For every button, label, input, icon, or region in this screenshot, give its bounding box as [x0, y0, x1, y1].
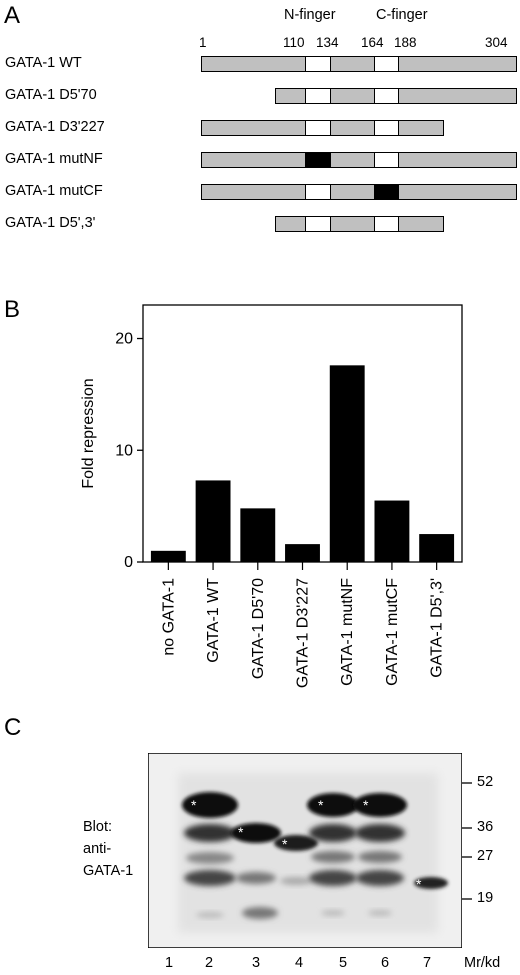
lane-number-2: 2 [205, 955, 214, 971]
blot-label-line-3: GATA-1 [83, 863, 134, 879]
star-lane-6: * [363, 797, 369, 813]
lane-number-6: 6 [381, 955, 390, 971]
pos-label-164: 164 [361, 35, 384, 50]
n-finger-segment [305, 152, 331, 168]
construct-label: GATA-1 WT [5, 55, 82, 71]
lane-number-7: 7 [423, 955, 432, 971]
y-tick-label: 0 [124, 554, 133, 571]
construct-label: GATA-1 D5',3' [5, 215, 96, 231]
n-finger-segment [305, 88, 331, 104]
construct-bar [201, 56, 517, 72]
category-label: GATA-1 WT [205, 578, 222, 663]
n-finger-segment [305, 120, 331, 136]
n-finger-segment [305, 184, 331, 200]
construct-label: GATA-1 mutNF [5, 151, 103, 167]
lane-number-4: 4 [295, 955, 304, 971]
bar-5 [374, 500, 410, 562]
bar-1 [195, 480, 231, 562]
construct-bar [201, 184, 517, 200]
blot-label-line-1: Blot: [83, 819, 113, 835]
construct-label: GATA-1 mutCF [5, 183, 103, 199]
pos-label-188: 188 [394, 35, 417, 50]
c-finger-segment [374, 216, 399, 232]
construct-backbone [201, 152, 517, 168]
panel-a-letter: A [4, 2, 21, 29]
bar-3 [285, 544, 320, 562]
western-blot-image: * * * * * * [148, 753, 462, 948]
star-lane-5: * [318, 797, 324, 813]
construct-backbone [201, 56, 517, 72]
construct-bar [201, 152, 517, 168]
construct-label: GATA-1 D3'227 [5, 119, 105, 135]
n-finger-segment [305, 56, 331, 72]
y-tick-label: 20 [115, 331, 133, 348]
c-finger-label: C-finger [376, 7, 428, 23]
construct-backbone [201, 184, 517, 200]
marker-52: 52 [477, 774, 494, 790]
panel-b-letter: B [4, 296, 21, 323]
marker-27: 27 [477, 848, 494, 864]
category-label: GATA-1 D5',3' [429, 578, 446, 678]
category-label: no GATA-1 [160, 578, 177, 656]
fold-repression-chart: 0 10 20 Fold repression no GATA-1 GATA-1 WT GA… [80, 304, 463, 688]
c-finger-segment [374, 184, 399, 200]
c-finger-segment [374, 120, 399, 136]
blot-label: Blot: anti- GATA-1 [83, 816, 133, 882]
marker-36: 36 [477, 819, 494, 835]
pos-label-134: 134 [316, 35, 339, 50]
marker-19: 19 [477, 890, 494, 906]
construct-bar [275, 88, 517, 104]
pos-label-1: 1 [199, 35, 207, 50]
star-lane-2: * [191, 797, 197, 813]
unit-label: Mr/kd [464, 955, 501, 971]
lane-number-1: 1 [165, 955, 174, 971]
construct-label: GATA-1 D5'70 [5, 87, 97, 103]
lane-number-3: 3 [252, 955, 261, 971]
blot-label-line-2: anti- [83, 841, 112, 857]
lane-number-5: 5 [339, 955, 348, 971]
construct-bar [201, 120, 444, 136]
panel-c-letter: C [4, 714, 22, 741]
bar-0 [150, 550, 186, 562]
star-lane-7: * [416, 876, 422, 892]
category-label: GATA-1 D5'70 [250, 578, 267, 679]
pos-label-304: 304 [485, 35, 508, 50]
c-finger-segment [374, 152, 399, 168]
marker-ticks [462, 782, 472, 900]
bar-2 [240, 508, 276, 562]
category-label: GATA-1 mutNF [339, 578, 356, 686]
construct-bar [275, 216, 444, 232]
plot-frame [142, 304, 463, 563]
category-label: GATA-1 mutCF [384, 578, 401, 686]
bar-6 [419, 534, 455, 562]
c-finger-segment [374, 88, 399, 104]
category-label: GATA-1 D3'227 [295, 578, 312, 688]
y-tick-label: 10 [115, 442, 133, 459]
star-lane-3: * [238, 824, 244, 840]
star-lane-4: * [282, 836, 288, 852]
y-axis-label: Fold repression [80, 378, 97, 488]
pos-label-110: 110 [283, 35, 305, 50]
c-finger-segment [374, 56, 399, 72]
n-finger-segment [305, 216, 331, 232]
bar-4 [329, 365, 365, 562]
n-finger-label: N-finger [284, 7, 336, 23]
